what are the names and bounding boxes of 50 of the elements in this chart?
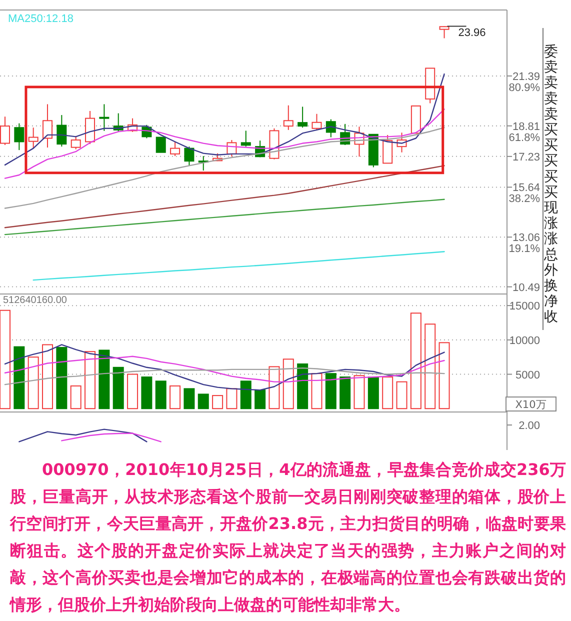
bar	[226, 388, 238, 410]
bar	[297, 363, 308, 410]
bar	[382, 376, 394, 410]
bar	[42, 344, 54, 410]
bar	[141, 376, 152, 410]
bar	[155, 380, 166, 410]
line-series	[4, 356, 445, 382]
text: 23.96	[458, 27, 486, 40]
bar	[56, 346, 68, 410]
bar	[98, 350, 110, 410]
bar	[184, 388, 195, 410]
bar	[254, 390, 266, 410]
bar	[198, 394, 209, 410]
bar	[424, 324, 436, 410]
bar	[0, 310, 10, 410]
text: 委卖卖卖卖买买买买买现涨涨总外换净收	[544, 44, 558, 326]
bar	[14, 346, 25, 410]
bar	[396, 381, 408, 410]
y-tick-label: 18.81 61.8%	[508, 120, 540, 144]
y-tick-label: 15.64 38.2%	[508, 182, 540, 206]
text: MA250:12.18	[8, 13, 74, 25]
y-tick-label: 13.06 19.1%	[508, 232, 540, 256]
bar	[170, 385, 181, 410]
bar	[127, 374, 138, 410]
bar	[282, 358, 294, 410]
bar	[112, 366, 124, 410]
bar	[340, 376, 351, 410]
y-tick-label: 10.49	[512, 282, 540, 294]
bar	[410, 312, 422, 410]
text: X10万	[515, 399, 547, 411]
y-tick-label: 17.23	[512, 151, 540, 164]
bar	[84, 351, 96, 410]
bar	[368, 376, 379, 410]
bar	[70, 385, 82, 410]
bar	[311, 373, 322, 410]
text: 2.00	[518, 420, 540, 432]
bar	[268, 366, 280, 410]
text: 000970，2010年10月25日，4亿的流通盘，早盘集合竞价成交236万股，巨量高开，从技术形态看这个股前一交易日刚刚突破整理的箱体，股价上行空间打开，今天巨量高开，开盘价23.8元，主力扫货目的明确，临盘时要果断狙击。这个股的开盘定价实际上就决定了当天的强势，主力账户之间的对敲，这个高价买卖也是会增加它的成本的，在极端高的位置也会有跌破出货的情形，但股价上升初始阶段向上做盘的可能性却非常大。	[10, 459, 566, 616]
bar	[354, 375, 365, 410]
bar	[438, 342, 450, 410]
bar	[28, 356, 39, 410]
annotation: 512640160.00	[3, 295, 68, 306]
y-tick-label: 21.39 80.9%	[508, 70, 540, 94]
bar	[212, 395, 224, 410]
y-tick-label: 10000	[509, 334, 540, 347]
bar	[325, 373, 336, 410]
line-series	[4, 344, 445, 391]
y-tick-label: 15000	[509, 300, 540, 313]
bar	[240, 380, 252, 410]
y-tick-label: 5000	[516, 369, 540, 382]
